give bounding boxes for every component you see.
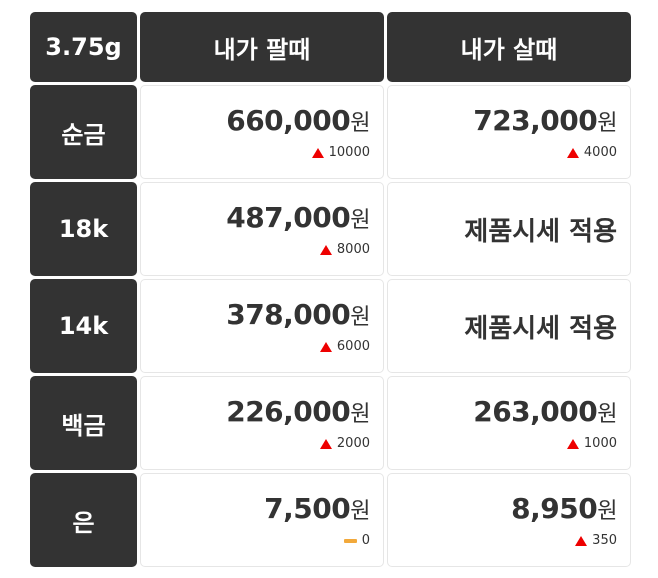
- price-value: 8,950원: [511, 492, 617, 525]
- change-value: 4000: [583, 145, 617, 160]
- price-note: 제품시세 적용: [464, 216, 617, 247]
- price-change: 10000: [311, 145, 370, 160]
- triangle-up-icon: [319, 438, 332, 449]
- currency-unit: 원: [597, 402, 617, 427]
- price-change: 4000: [566, 145, 617, 160]
- sell-price-cell: 660,000원 10000: [140, 85, 384, 179]
- price-value: 487,000원: [226, 201, 370, 234]
- price-change: 1000: [566, 436, 617, 451]
- price-change: 6000: [319, 339, 370, 354]
- header-sell: 내가 팔때: [140, 12, 384, 82]
- triangle-up-icon: [575, 535, 588, 546]
- row-label: 백금: [30, 376, 137, 470]
- price-number: 723,000: [473, 104, 598, 137]
- row-label: 14k: [30, 279, 137, 373]
- price-number: 487,000: [226, 201, 351, 234]
- currency-unit: 원: [350, 402, 370, 427]
- triangle-up-icon: [319, 244, 332, 255]
- change-value: 1000: [583, 436, 617, 451]
- row-label: 18k: [30, 182, 137, 276]
- price-change: 350: [575, 533, 617, 548]
- change-value: 2000: [336, 436, 370, 451]
- change-value: 6000: [336, 339, 370, 354]
- sell-price-cell: 226,000원 2000: [140, 376, 384, 470]
- price-table: 3.75g 내가 팔때 내가 살때 순금 660,000원 10000 723,000…: [30, 12, 631, 567]
- price-value: 378,000원: [226, 298, 370, 331]
- buy-price-cell: 제품시세 적용: [387, 182, 631, 276]
- currency-unit: 원: [350, 305, 370, 330]
- change-value: 8000: [336, 242, 370, 257]
- header-weight: 3.75g: [30, 12, 137, 82]
- price-change: 2000: [319, 436, 370, 451]
- price-change: 8000: [319, 242, 370, 257]
- flat-dash-icon: [343, 538, 357, 543]
- currency-unit: 원: [350, 111, 370, 136]
- header-buy: 내가 살때: [387, 12, 631, 82]
- price-number: 660,000: [226, 104, 351, 137]
- price-number: 8,950: [511, 492, 598, 525]
- price-change: 0: [343, 533, 370, 548]
- price-value: 7,500원: [264, 492, 370, 525]
- price-number: 7,500: [264, 492, 351, 525]
- currency-unit: 원: [597, 499, 617, 524]
- currency-unit: 원: [350, 499, 370, 524]
- currency-unit: 원: [597, 111, 617, 136]
- sell-price-cell: 378,000원 6000: [140, 279, 384, 373]
- buy-price-cell: 8,950원 350: [387, 473, 631, 567]
- buy-price-cell: 263,000원 1000: [387, 376, 631, 470]
- change-value: 10000: [328, 145, 370, 160]
- currency-unit: 원: [350, 208, 370, 233]
- price-note: 제품시세 적용: [464, 313, 617, 344]
- change-value: 0: [361, 533, 370, 548]
- buy-price-cell: 723,000원 4000: [387, 85, 631, 179]
- price-value: 660,000원: [226, 104, 370, 137]
- row-label: 은: [30, 473, 137, 567]
- row-label: 순금: [30, 85, 137, 179]
- price-number: 378,000: [226, 298, 351, 331]
- triangle-up-icon: [566, 147, 579, 158]
- price-number: 263,000: [473, 395, 598, 428]
- price-number: 226,000: [226, 395, 351, 428]
- triangle-up-icon: [319, 341, 332, 352]
- triangle-up-icon: [311, 147, 324, 158]
- sell-price-cell: 7,500원 0: [140, 473, 384, 567]
- buy-price-cell: 제품시세 적용: [387, 279, 631, 373]
- triangle-up-icon: [566, 438, 579, 449]
- price-value: 723,000원: [473, 104, 617, 137]
- sell-price-cell: 487,000원 8000: [140, 182, 384, 276]
- change-value: 350: [592, 533, 617, 548]
- price-value: 263,000원: [473, 395, 617, 428]
- price-value: 226,000원: [226, 395, 370, 428]
